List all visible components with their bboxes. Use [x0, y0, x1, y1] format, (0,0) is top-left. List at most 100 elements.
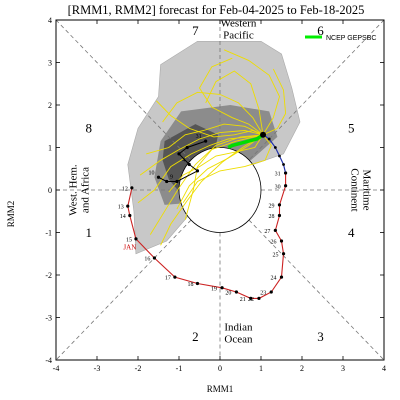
member-track-13	[262, 68, 287, 136]
unit-circle	[178, 147, 262, 233]
observed-day-label: 15	[126, 237, 132, 243]
x-tick-label: -1	[176, 364, 183, 373]
region-label-line: and Africa	[80, 167, 92, 213]
x-tick-label: -3	[94, 364, 101, 373]
observed-point-16	[152, 256, 156, 260]
observed-day-label: 22	[248, 297, 254, 303]
early-obs-point-6	[175, 179, 179, 184]
observed-day-label: 26	[271, 240, 277, 246]
observed-day-label: 17	[165, 276, 171, 282]
x-axis-label: RMM1	[207, 384, 234, 394]
observed-point-27	[273, 228, 277, 232]
observed-point-14	[128, 213, 132, 218]
phase-label-1: 1	[86, 225, 93, 240]
observed-point-26	[279, 239, 284, 243]
phase-guides	[55, 19, 385, 361]
phase-label-5: 5	[348, 121, 355, 136]
month-label: JAN	[123, 243, 136, 251]
diagonal-guide-se	[248, 219, 385, 361]
chart-title: [RMM1, RMM2] forecast for Feb-04-2025 to…	[68, 3, 365, 17]
diagonal-guide-ne	[248, 19, 385, 161]
y-axis-label: RMM2	[6, 201, 16, 228]
y-tick-label: -1	[45, 229, 52, 238]
y-tick-label: 2	[48, 101, 52, 110]
observed-feb-point-5	[267, 137, 271, 141]
observed-day-label: 13	[118, 205, 124, 211]
region-label: West. Hem. and Africa	[68, 164, 92, 216]
chart-legend: NCEP GEPSBC	[305, 35, 376, 42]
member-track-5	[149, 134, 264, 235]
observed-day-label: 25	[273, 252, 279, 258]
ensemble-mean-line	[227, 133, 264, 150]
member-track-9	[146, 123, 264, 155]
observed-point-29	[277, 203, 282, 207]
ensemble-members	[137, 49, 287, 246]
observed-point-18	[195, 281, 200, 286]
early-obs-point-3	[177, 152, 181, 156]
forecast-start-point	[260, 131, 267, 138]
observed-point-22	[257, 296, 261, 300]
member-track-7	[162, 91, 264, 136]
observed-point-24	[279, 275, 284, 279]
y-tick-label: 0	[48, 186, 52, 195]
legend-label: NCEP GEPSBC	[326, 35, 376, 42]
region-label-line: Ocean	[224, 333, 253, 345]
region-label-line: Western	[221, 18, 257, 30]
observed-day-label: 12	[122, 186, 128, 192]
observed-feb-point-4	[273, 146, 277, 149]
early-obs-point-8	[156, 175, 161, 179]
observed-day-label: 27	[264, 229, 270, 235]
member-track-2	[168, 134, 264, 193]
observed-day-label: 23	[260, 291, 266, 297]
x-tick-label: -4	[53, 364, 60, 373]
x-tick-label: 2	[300, 364, 304, 373]
observed-line	[127, 173, 287, 299]
observed-day-label: 31	[275, 172, 281, 178]
phase-label-6: 6	[317, 23, 324, 38]
x-tick-label: 3	[341, 364, 345, 373]
observed-point-30	[284, 184, 288, 188]
observed-point-12	[130, 186, 134, 190]
observed-day-label: 18	[187, 282, 193, 288]
member-track-4	[223, 49, 280, 136]
phase-label-2: 2	[192, 329, 199, 344]
phase-label-7: 7	[192, 23, 199, 38]
observed-day-label: 29	[268, 203, 274, 209]
observed-point-17	[173, 275, 177, 279]
phase-label-4: 4	[348, 225, 355, 240]
x-tick-label: 1	[259, 364, 263, 373]
early-obs-day-label: 10	[149, 170, 155, 176]
observed-day-label: 19	[211, 286, 217, 292]
y-tick-label: -2	[45, 271, 52, 280]
y-tick-label: 1	[48, 144, 52, 153]
phase-label-3: 3	[317, 329, 324, 344]
observed-point-13	[126, 204, 130, 208]
observed-day-label: 30	[275, 184, 281, 190]
observed-feb-point-1	[284, 171, 287, 175]
observed-point-25	[281, 252, 286, 256]
y-tick-label: 3	[48, 59, 52, 68]
member-track-8	[182, 134, 272, 204]
observed-day-label: 16	[144, 257, 150, 263]
observed-feb-point-2	[282, 163, 285, 166]
observed-point-19	[220, 286, 224, 290]
member-track-15	[137, 134, 264, 204]
phase-label-8: 8	[86, 121, 93, 136]
x-tick-label: 0	[218, 364, 222, 373]
y-tick-label: 4	[48, 16, 52, 25]
y-tick-label: -4	[45, 356, 52, 365]
early-obs-point-7	[165, 179, 169, 184]
x-tick-label: -2	[135, 364, 142, 373]
observed-point-23	[269, 290, 273, 294]
member-track-1	[198, 57, 264, 136]
region-label-line: Indian	[224, 321, 253, 333]
observed-point-28	[277, 213, 282, 218]
early-obs-point-1	[204, 139, 208, 143]
region-label-line: Maritime	[360, 170, 372, 211]
early-obs-point-4	[187, 162, 191, 167]
early-obs-day-label: 4	[182, 158, 185, 164]
